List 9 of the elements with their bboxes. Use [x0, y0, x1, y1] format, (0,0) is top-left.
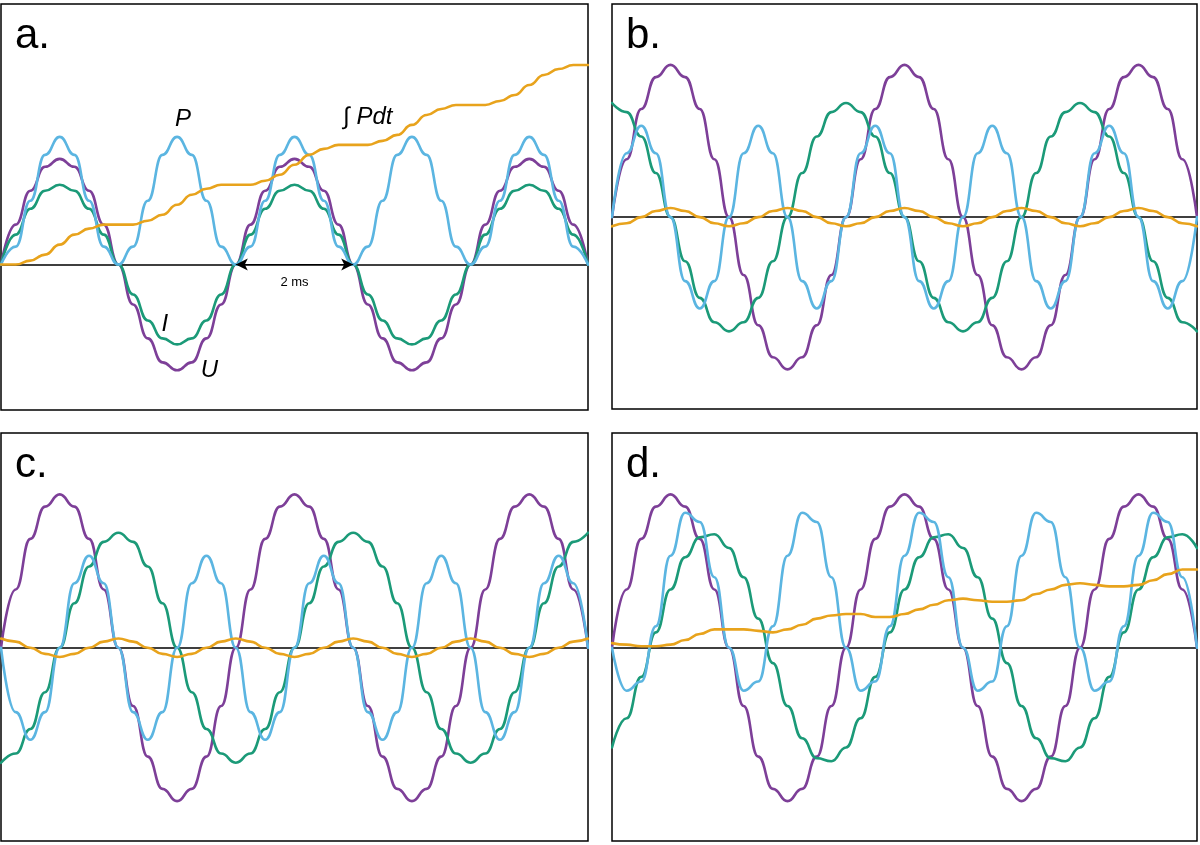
series-label: I — [161, 308, 169, 336]
series-label: U — [200, 354, 219, 382]
chart-title: a. — [15, 9, 51, 57]
annotation: 2 ms — [280, 273, 310, 289]
series-label: ∫ Pdt — [341, 102, 394, 131]
series-label: P — [175, 104, 192, 132]
chart-title: c. — [15, 438, 48, 486]
chart-title: b. — [626, 9, 662, 57]
chart-title: d. — [626, 438, 662, 486]
